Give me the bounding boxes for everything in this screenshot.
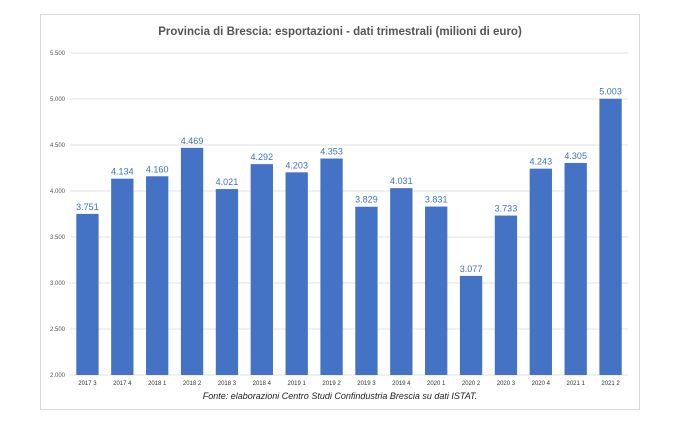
y-tick-label: 5.500 xyxy=(50,51,66,57)
x-tick-label: 2020 4 xyxy=(532,381,551,387)
data-label: 4.243 xyxy=(530,157,553,167)
bar xyxy=(425,206,448,375)
y-tick-label: 4.000 xyxy=(50,189,66,195)
data-label: 4.031 xyxy=(390,176,413,186)
bar xyxy=(599,98,622,375)
x-tick-label: 2018 2 xyxy=(183,381,202,387)
x-tick-label: 2020 2 xyxy=(462,381,481,387)
bar xyxy=(285,172,308,375)
x-tick-label: 2019 3 xyxy=(357,381,376,387)
data-label: 4.134 xyxy=(111,167,134,177)
bar xyxy=(529,168,552,375)
data-label: 4.021 xyxy=(216,177,239,187)
data-label: 4.160 xyxy=(146,164,169,174)
bar xyxy=(146,176,169,375)
bar xyxy=(494,215,518,375)
data-label: 3.733 xyxy=(495,204,518,214)
x-tick-label: 2019 2 xyxy=(322,381,341,387)
bar xyxy=(390,188,413,375)
x-tick-label: 2020 3 xyxy=(497,381,516,387)
y-tick-label: 3.000 xyxy=(50,281,66,287)
source-note: Fonte: elaborazioni Centro Studi Confind… xyxy=(202,391,478,401)
bar xyxy=(215,189,239,375)
y-tick-label: 3.500 xyxy=(50,235,66,241)
x-tick-label: 2019 1 xyxy=(288,381,307,387)
data-label: 3.831 xyxy=(425,195,448,205)
data-label: 4.305 xyxy=(564,151,587,161)
x-tick-label: 2017 3 xyxy=(78,381,97,387)
x-tick-label: 2018 4 xyxy=(253,381,272,387)
chart-title: Provincia di Brescia: esportazioni - dat… xyxy=(158,26,522,38)
data-label: 3.829 xyxy=(355,195,378,205)
x-tick-label: 2020 1 xyxy=(427,381,446,387)
bar xyxy=(180,147,204,375)
bar xyxy=(459,275,483,375)
data-label: 4.353 xyxy=(320,147,343,157)
bar xyxy=(250,164,273,375)
bar xyxy=(320,158,343,375)
x-tick-label: 2017 4 xyxy=(113,381,132,387)
data-label: 4.469 xyxy=(181,136,204,146)
y-tick-label: 4.500 xyxy=(50,143,66,149)
bar xyxy=(564,162,587,375)
x-tick-label: 2018 1 xyxy=(148,381,167,387)
y-tick-label: 5.000 xyxy=(50,97,66,103)
data-label: 4.292 xyxy=(251,152,274,162)
data-label: 5.003 xyxy=(599,87,622,97)
x-tick-label: 2018 3 xyxy=(218,381,237,387)
data-label: 4.203 xyxy=(285,160,308,170)
y-tick-label: 2.500 xyxy=(50,327,66,333)
y-tick-label: 2.000 xyxy=(50,373,66,379)
bar xyxy=(355,206,378,375)
x-tick-label: 2021 1 xyxy=(567,381,586,387)
bar xyxy=(76,213,99,375)
data-label: 3.751 xyxy=(76,202,99,212)
x-tick-label: 2021 2 xyxy=(601,381,620,387)
data-label: 3.077 xyxy=(460,264,483,274)
bar xyxy=(111,178,134,375)
x-tick-label: 2019 4 xyxy=(392,381,411,387)
